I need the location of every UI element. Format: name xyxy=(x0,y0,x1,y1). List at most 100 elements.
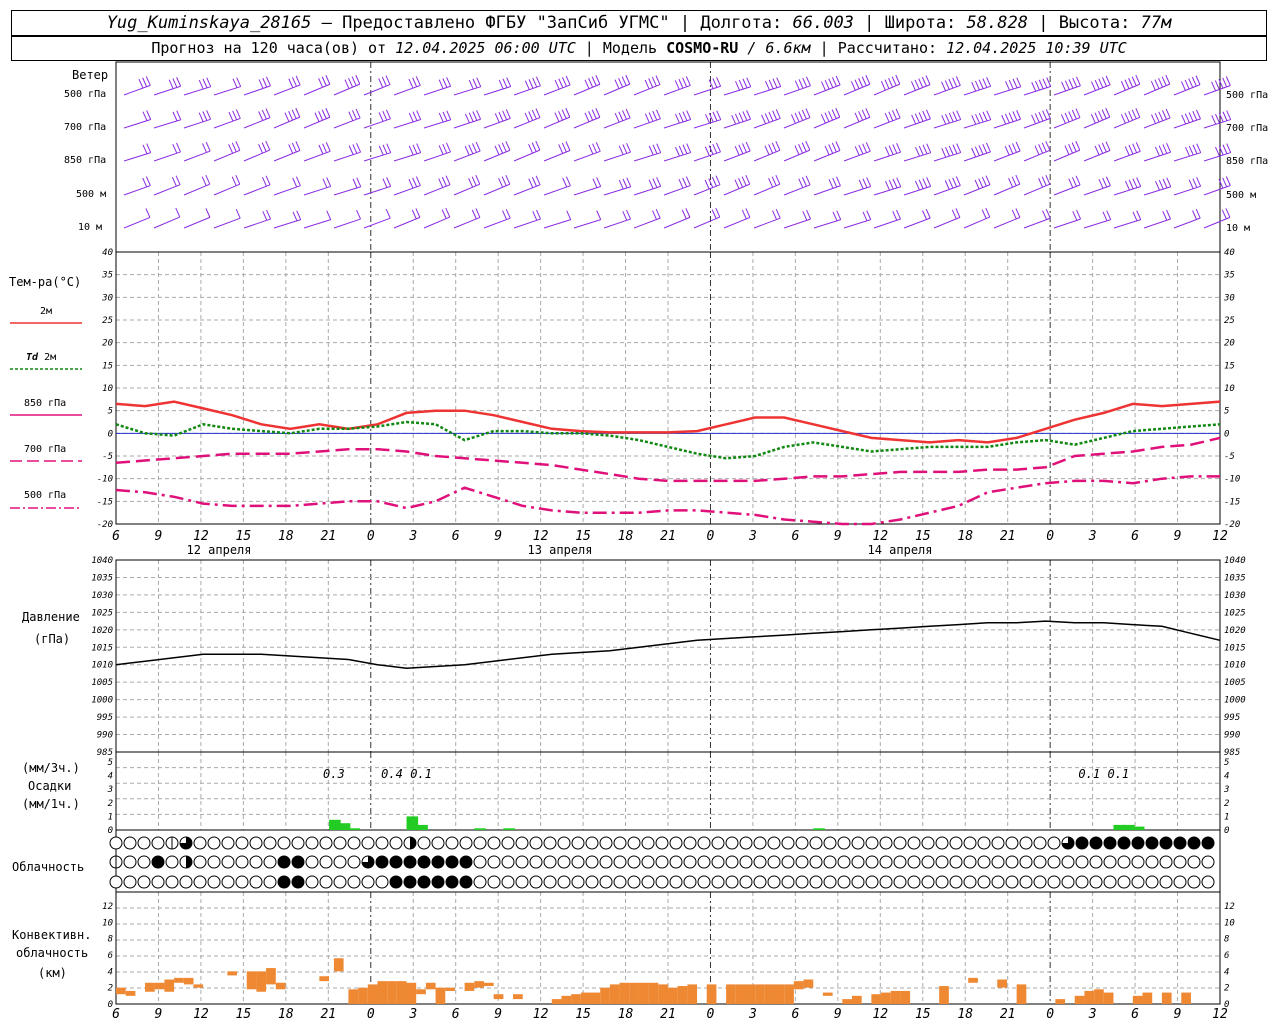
y-tick-label-right: 1010 xyxy=(1224,661,1246,671)
cloud-circle xyxy=(837,855,851,869)
precip-bar xyxy=(348,828,361,830)
wind-barb-shaft xyxy=(123,119,151,129)
cloud-circle xyxy=(1131,855,1145,869)
wind-barb-feather xyxy=(915,146,920,157)
wind-barb-feather xyxy=(974,179,980,190)
cloud-circle xyxy=(543,836,557,850)
cloud-circle xyxy=(557,875,571,889)
wind-barb-feather xyxy=(584,79,590,89)
y-tick-label-left: 10 xyxy=(102,918,113,928)
cloud-symbol xyxy=(935,855,949,869)
cloud-circle xyxy=(1061,875,1075,889)
cloud-symbol xyxy=(935,875,949,889)
wind-barb xyxy=(783,209,812,229)
conv-bar xyxy=(275,982,286,990)
cloud-symbol xyxy=(571,836,585,850)
wind-barb-feather xyxy=(982,143,988,154)
wind-barb-shaft xyxy=(1143,151,1171,162)
precip-title: Осадки xyxy=(28,779,72,793)
wind-barb-feather xyxy=(468,112,474,122)
wind-barb-shaft xyxy=(723,86,751,96)
wind-barb-shaft xyxy=(543,116,570,129)
wind-barb-feather xyxy=(1098,144,1104,154)
wind-barb xyxy=(963,207,991,229)
wind-barb-feather xyxy=(1041,176,1047,186)
wind-barb-shaft xyxy=(723,216,751,229)
cloud-symbol xyxy=(1005,855,1019,869)
cloud-symbol xyxy=(179,875,193,889)
wind-barb-feather xyxy=(1064,112,1070,123)
legend-td-label: Td 2м xyxy=(26,352,57,363)
wind-barb-feather xyxy=(704,146,710,156)
wind-barb xyxy=(453,141,481,162)
cloud-circle xyxy=(305,875,319,889)
wind-barb-feather xyxy=(411,209,417,220)
wind-barb-feather xyxy=(498,144,504,154)
wind-barb xyxy=(1143,108,1171,129)
cloud-circle xyxy=(781,875,795,889)
wind-barb-feather xyxy=(1105,107,1111,118)
wind-barb-feather xyxy=(1015,174,1021,185)
wind-barb xyxy=(1023,109,1051,129)
wind-barb-feather xyxy=(592,178,598,188)
y-tick-label-left: 1015 xyxy=(91,643,113,653)
wind-barb-feather xyxy=(892,144,898,154)
wind-barb xyxy=(963,110,992,129)
cloud-symbol xyxy=(333,855,347,869)
wind-barb-feather xyxy=(614,112,620,123)
cloud-symbol xyxy=(137,855,151,869)
cloud-symbol xyxy=(193,836,207,850)
wind-barb xyxy=(1143,177,1172,196)
cloud-cover-symbols xyxy=(109,836,1215,889)
wind-barb-feather xyxy=(1098,179,1104,189)
wind-barb-feather xyxy=(618,77,624,88)
cloud-circle xyxy=(445,875,459,889)
conv-bar xyxy=(609,984,620,1004)
conv-bar xyxy=(435,987,446,1004)
cloud-symbol xyxy=(515,836,529,850)
wind-barb-feather xyxy=(441,209,447,219)
cloud-symbol xyxy=(1047,875,1061,889)
cloud-circle xyxy=(823,836,837,850)
cloud-circle xyxy=(403,855,417,869)
cloud-circle xyxy=(1145,855,1159,869)
wind-barb-feather xyxy=(438,145,444,155)
wind-barb-feather xyxy=(295,75,301,86)
wind-barb-feather xyxy=(675,146,680,157)
wind-barb-feather xyxy=(494,145,500,156)
cloud-circle xyxy=(347,836,361,850)
wind-barb-shaft xyxy=(903,152,931,162)
wind-barb-feather xyxy=(798,79,804,89)
wind-barb-feather xyxy=(588,78,594,88)
cloud-circle xyxy=(417,855,431,869)
cloud-circle xyxy=(1033,836,1047,850)
wind-barb-feather xyxy=(235,141,241,151)
wind-barb-shaft xyxy=(543,219,571,229)
conv-bar xyxy=(174,977,184,983)
wind-barb-feather xyxy=(325,108,331,118)
y-tick-label-left: 35 xyxy=(101,271,113,281)
wind-barb-feather xyxy=(1068,111,1074,121)
cloud-circle xyxy=(823,855,837,869)
wind-barb-feather xyxy=(205,208,211,218)
wind-barb-feather xyxy=(644,113,650,123)
cloud-symbol xyxy=(823,836,837,850)
wind-barb-shaft xyxy=(363,84,391,96)
cloud-circle xyxy=(795,836,809,850)
wind-barb-feather xyxy=(356,177,362,187)
x-tick-label: 12 xyxy=(193,529,209,544)
wind-barb-shaft xyxy=(843,83,871,96)
cloud-symbol xyxy=(417,875,431,889)
temp-title: Тем-ра(°C) xyxy=(9,275,82,289)
x-tick-label: 3 xyxy=(748,529,757,544)
wind-barb-shaft xyxy=(513,117,541,129)
cloud-symbol xyxy=(725,875,739,889)
x-tick-label: 6 xyxy=(452,529,460,544)
wind-barb xyxy=(843,142,871,162)
wind-barb-feather xyxy=(288,144,294,154)
wind-barb-feather xyxy=(1102,211,1108,222)
x-tick-label: 0 xyxy=(1046,529,1054,544)
wind-barb-shaft xyxy=(843,150,871,162)
cloud-circle xyxy=(949,836,963,850)
conv-bar xyxy=(600,987,610,1004)
